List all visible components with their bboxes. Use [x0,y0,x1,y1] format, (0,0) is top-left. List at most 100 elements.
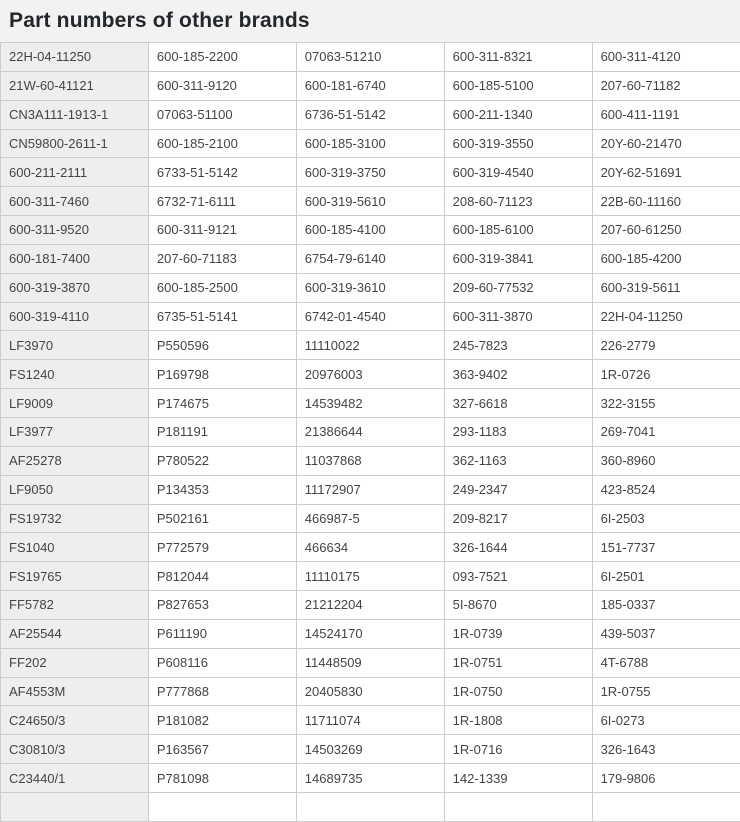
part-number-cell: 600-211-2111 [1,158,149,187]
part-number-cell: P611190 [148,619,296,648]
part-number-cell: 360-8960 [592,446,740,475]
part-number-cell: C23440/1 [1,764,149,793]
part-number-cell: P780522 [148,446,296,475]
part-number-cell: 22H-04-11250 [592,302,740,331]
part-number-cell: P550596 [148,331,296,360]
part-number-cell: 207-60-71182 [592,71,740,100]
part-number-cell: 6736-51-5142 [296,100,444,129]
part-number-cell: 093-7521 [444,562,592,591]
part-number-cell: 22H-04-11250 [1,43,149,72]
part-number-cell: 14539482 [296,389,444,418]
part-number-cell: 600-211-1340 [444,100,592,129]
part-number-cell: P812044 [148,562,296,591]
part-number-cell: 1R-0739 [444,619,592,648]
part-number-cell: 07063-51100 [148,100,296,129]
part-number-cell: FF5782 [1,591,149,620]
part-number-cell: 1R-0750 [444,677,592,706]
part-number-cell: 5I-8670 [444,591,592,620]
part-number-cell: 293-1183 [444,417,592,446]
part-number-cell: P163567 [148,735,296,764]
part-number-cell: 1R-1808 [444,706,592,735]
part-number-cell: 600-185-6100 [444,216,592,245]
part-number-cell: 208-60-71123 [444,187,592,216]
part-number-cell: 11110175 [296,562,444,591]
part-number-cell: 600-181-7400 [1,244,149,273]
part-number-cell: 600-185-5100 [444,71,592,100]
part-number-cell: 249-2347 [444,475,592,504]
part-number-cell: 11448509 [296,648,444,677]
part-number-cell: FS1040 [1,533,149,562]
part-number-cell: P781098 [148,764,296,793]
part-number-cell: 600-319-3841 [444,244,592,273]
part-number-cell: P608116 [148,648,296,677]
part-number-cell: 14524170 [296,619,444,648]
part-number-cell: P777868 [148,677,296,706]
part-number-cell: 466634 [296,533,444,562]
part-number-cell: 600-185-2500 [148,273,296,302]
part-number-cell: 600-319-3610 [296,273,444,302]
part-number-cell: 6I-2501 [592,562,740,591]
part-number-cell: 14689735 [296,764,444,793]
part-number-cell: FS19765 [1,562,149,591]
part-number-cell: 600-311-7460 [1,187,149,216]
part-number-cell: 600-319-4110 [1,302,149,331]
part-number-cell: 6733-51-5142 [148,158,296,187]
part-number-cell: 600-185-4100 [296,216,444,245]
part-number-cell: 6754-79-6140 [296,244,444,273]
part-number-cell: 439-5037 [592,619,740,648]
part-number-cell: 327-6618 [444,389,592,418]
part-number-cell: 142-1339 [444,764,592,793]
part-number-cell: P827653 [148,591,296,620]
part-number-cell: 21212204 [296,591,444,620]
part-number-cell: 600-319-4540 [444,158,592,187]
part-number-cell: 11037868 [296,446,444,475]
part-number-cell: 6I-0273 [592,706,740,735]
part-number-cell: 326-1644 [444,533,592,562]
part-number-cell: 363-9402 [444,360,592,389]
part-number-cell: FF202 [1,648,149,677]
part-number-cell: 600-311-9121 [148,216,296,245]
part-number-cell: 600-311-9120 [148,71,296,100]
part-number-cell: 600-319-5610 [296,187,444,216]
part-number-cell: 21386644 [296,417,444,446]
part-number-cell: FS19732 [1,504,149,533]
part-number-cell: 600-185-4200 [592,244,740,273]
part-number-cell: 151-7737 [592,533,740,562]
part-number-cell: P169798 [148,360,296,389]
part-number-cell: 326-1643 [592,735,740,764]
part-number-cell: 600-185-2200 [148,43,296,72]
part-number-cell: 6735-51-5141 [148,302,296,331]
part-number-cell: 185-0337 [592,591,740,620]
part-number-cell: LF3977 [1,417,149,446]
part-number-cell: 22B-60-11160 [592,187,740,216]
part-number-cell: 20Y-62-51691 [592,158,740,187]
part-number-cell: 21W-60-41121 [1,71,149,100]
part-number-cell: 423-8524 [592,475,740,504]
part-number-cell: P174675 [148,389,296,418]
part-number-cell: CN3A111-1913-1 [1,100,149,129]
part-number-cell: P181191 [148,417,296,446]
part-number-cell: P134353 [148,475,296,504]
part-number-cell: 245-7823 [444,331,592,360]
part-number-cell: AF25544 [1,619,149,648]
part-number-cell: 362-1163 [444,446,592,475]
part-number-cell: 1R-0716 [444,735,592,764]
part-number-cell: 209-8217 [444,504,592,533]
